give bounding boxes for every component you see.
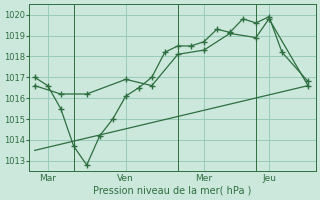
X-axis label: Pression niveau de la mer( hPa ): Pression niveau de la mer( hPa ) [93, 186, 252, 196]
